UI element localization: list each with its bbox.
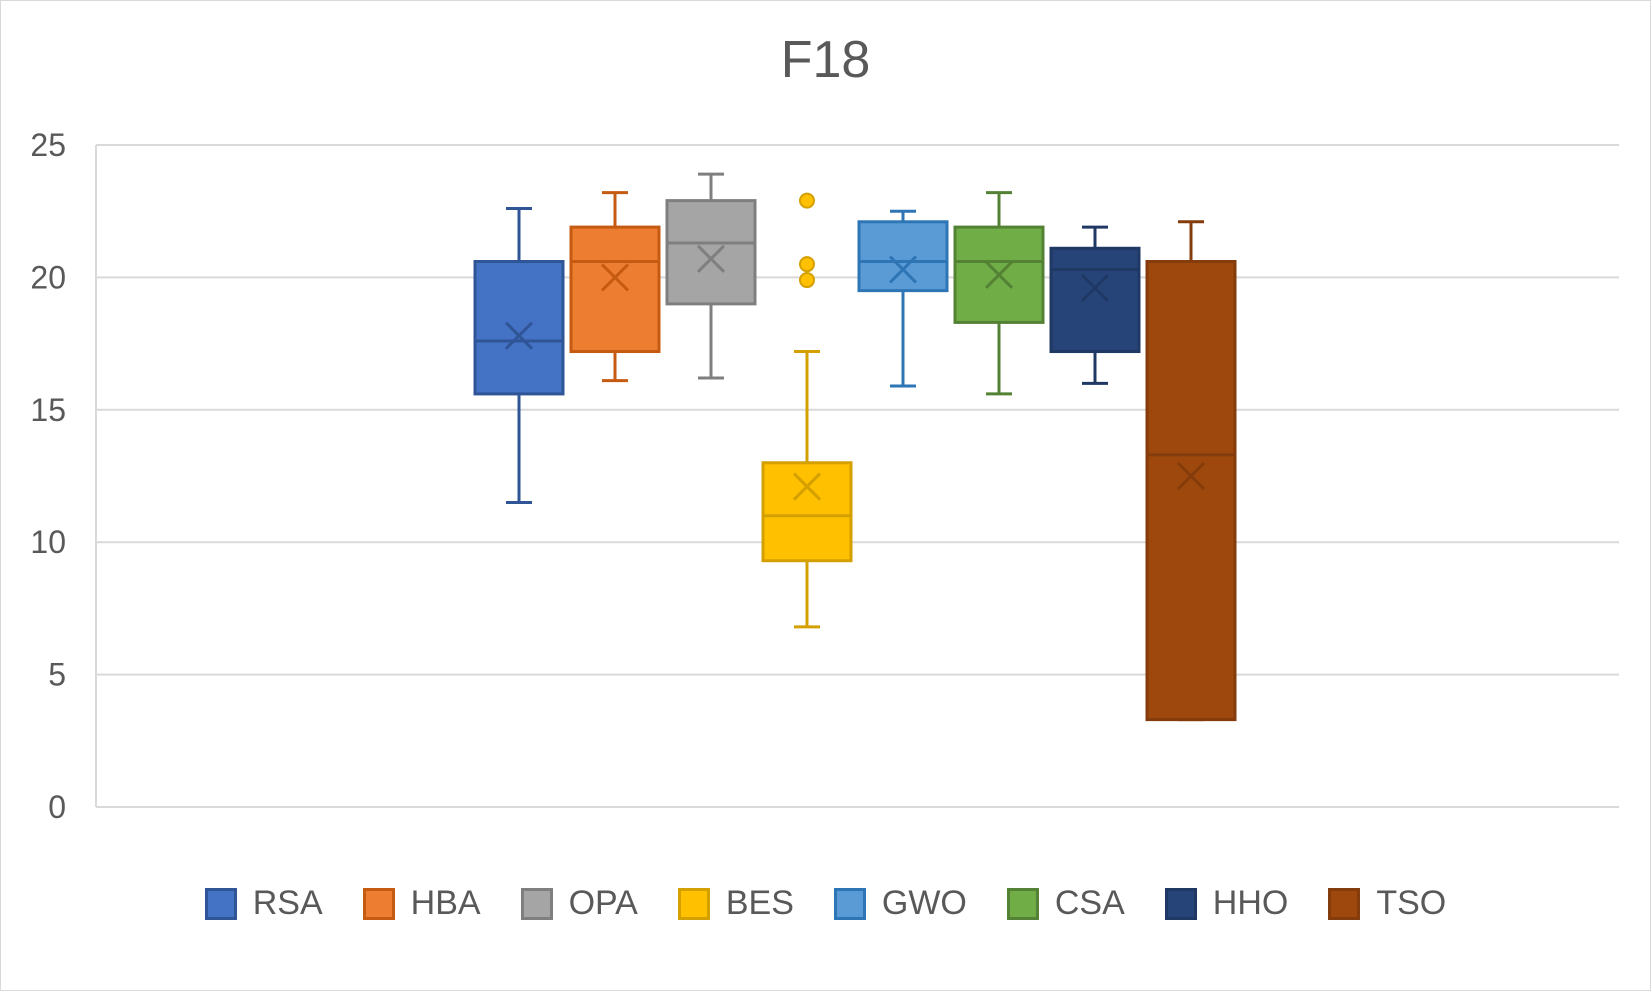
box-bes [761, 461, 853, 563]
box-opa [665, 199, 757, 306]
mean-marker [984, 260, 1014, 289]
y-tick-label: 25 [30, 127, 66, 163]
legend-item-opa: OPA [520, 884, 638, 923]
chart-title: F18 [780, 31, 871, 89]
legend-swatch [204, 887, 237, 920]
mean-marker [600, 263, 630, 292]
legend-item-bes: BES [677, 884, 794, 923]
legend-label: OPA [568, 884, 638, 922]
legend-label: CSA [1054, 884, 1125, 922]
legend-item-hba: HBA [362, 884, 481, 923]
box-gwo [857, 220, 949, 293]
y-tick-label: 0 [48, 789, 66, 825]
box-rsa [473, 260, 565, 396]
legend-label: HHO [1212, 884, 1289, 922]
y-tick-label: 5 [48, 657, 66, 693]
outlier-point [799, 272, 815, 289]
legend-swatch [520, 887, 553, 920]
box-tso [1145, 260, 1237, 722]
legend-item-gwo: GWO [833, 884, 967, 923]
box-hba [569, 225, 661, 354]
legend-item-tso: TSO [1328, 884, 1446, 923]
outlier-point [799, 192, 815, 209]
legend-swatch [1164, 887, 1197, 920]
mean-marker [504, 321, 534, 350]
legend-item-hho: HHO [1164, 884, 1289, 923]
y-tick-label: 15 [30, 392, 66, 428]
mean-marker [792, 472, 822, 501]
mean-marker [1080, 273, 1110, 303]
legend-swatch [1006, 887, 1039, 920]
legend-label: GWO [881, 884, 967, 922]
mean-marker [696, 244, 726, 273]
legend-label: BES [725, 884, 794, 922]
outlier-point [799, 256, 815, 273]
legend-swatch [1328, 887, 1361, 920]
legend-label: HBA [410, 884, 481, 922]
y-tick-label: 20 [30, 259, 66, 295]
legend: RSA HBA OPA BES GWO CSA HHO TSO [0, 884, 1651, 923]
legend-swatch [677, 887, 710, 920]
mean-marker [888, 255, 918, 284]
legend-item-rsa: RSA [204, 884, 323, 923]
box-hho [1049, 246, 1141, 354]
mean-marker [1176, 461, 1206, 491]
legend-label: RSA [252, 884, 323, 922]
legend-swatch [833, 887, 866, 920]
legend-item-csa: CSA [1006, 884, 1125, 923]
legend-swatch [362, 887, 395, 920]
legend-label: TSO [1376, 884, 1447, 922]
y-tick-label: 10 [30, 524, 66, 560]
